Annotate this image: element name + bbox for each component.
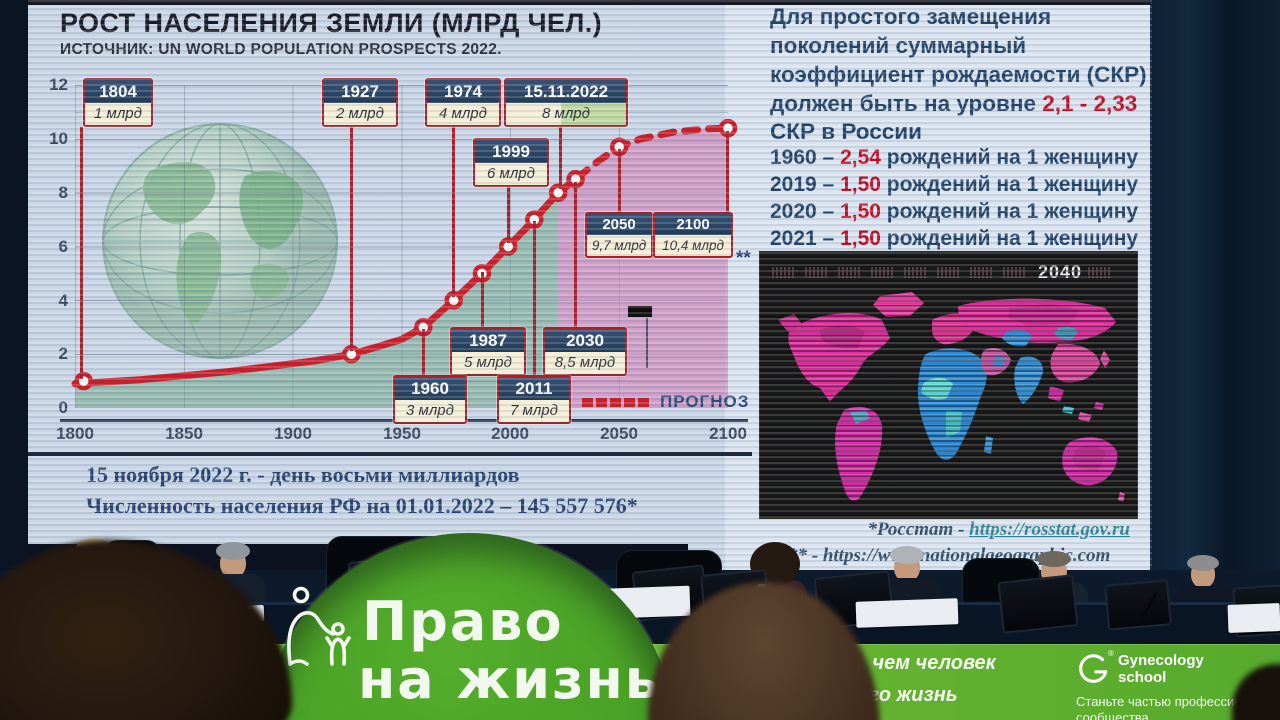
milestone-label-1960: 1960 3 млрд [393,375,467,424]
fertility-intro-line-4: должен быть на уровне 2,1 - 2,33 [770,91,1138,116]
connector-2030 [574,182,577,327]
connector-2050 [618,149,621,212]
fertility-row-1960: 1960 – 2,54 рождений на 1 женщину [770,146,1139,169]
panelist-2-hair [216,542,250,560]
x-axis-tick: 2100 [709,424,747,443]
panelist-5-hair [1037,551,1071,567]
logo-icon-adult-child [286,586,352,675]
slide-top-border [28,0,1152,5]
school-name: Gynecology school [1118,652,1204,686]
fertility-row-2021: 2021 – 1,50 рождений на 1 женщину [770,227,1139,250]
nameplate [855,598,959,628]
gynecology-school-icon [1076,652,1110,691]
connector-1960 [422,329,425,375]
y-axis-tick: 10 [49,129,68,148]
connector-2022 [559,127,562,189]
milestone-label-1804: 1804 1 млрд [83,78,153,127]
milestone-label-1999: 1999 6 млрд [473,138,549,187]
source-rosstat: *Росстат - https://rosstat.gov.ru [867,519,1130,540]
rosstat-link-text: https://rosstat.gov.ru [969,519,1130,540]
fertility-row-2020: 2020 – 1,50 рождений на 1 женщину [770,200,1139,223]
connector-1999 [507,185,510,243]
fertility-intro-line-1: Для простого замещения [770,4,1052,29]
forecast-dash-icon [582,397,593,407]
x-axis-tick: 1950 [383,424,421,443]
map-year-timeline: 2040 [772,262,1121,283]
milestone-label-2050: 2050 9,7 млрд [585,212,653,258]
cursor-artifact [628,306,652,317]
monitor [1104,579,1172,631]
footnote-line-2: Численность населения РФ на 01.01.2022 –… [86,493,638,518]
connector-2011 [533,221,536,375]
banner-slogan-line-1: ле, чем человек [838,652,996,674]
forecast-legend-label: ПРОГНОЗ [660,392,750,411]
double-star-marker: ** [736,248,751,269]
milestone-label-2100: 2100 10,4 млрд [653,212,733,258]
panelist-4-hair [890,546,924,564]
chart-title-units: (МЛРД ЧЕЛ.) [423,8,603,38]
faded-year-token [772,267,796,278]
nameplate [1227,603,1280,633]
school-subtitle-2: сообщества [1076,710,1149,720]
footnote-line-1: 15 ноября 2022 г. - день восьми миллиард… [86,462,520,487]
milestone-label-1974: 1974 4 млрд [425,78,501,127]
x-axis-tick: 2050 [600,424,638,443]
y-axis-tick: 8 [58,183,68,202]
connector-1974 [452,127,455,297]
logo-text-line1: Право [362,590,564,653]
y-axis-tick: 6 [58,237,68,256]
logo-text-line2: на жизнь [358,648,661,711]
world-map [760,252,1137,518]
y-axis-tick: 4 [58,291,68,310]
milestone-label-1927: 1927 2 млрд [322,78,398,127]
connector-2100 [726,131,729,212]
milestone-label-1987: 1987 5 млрд [450,327,526,376]
connector-1804 [80,127,83,379]
y-axis-tick: 0 [58,398,68,417]
fertility-heading: СКР в России [770,119,922,144]
panelist-6-hair [1187,555,1219,571]
registered-mark: ® [1108,649,1114,658]
x-axis-tick: 1800 [56,424,94,443]
monitor [997,574,1079,634]
milestone-label-2030: 2030 8,5 млрд [543,327,627,376]
chart-source: ИСТОЧНИК: UN WORLD POPULATION PROSPECTS … [60,41,502,58]
connector-1927 [350,127,353,351]
milestone-label-2011: 2011 7 млрд [497,375,571,424]
connector-1987 [481,272,484,327]
fertility-row-2019: 2019 – 1,50 рождений на 1 женщину [770,173,1139,196]
y-axis-tick: 12 [49,75,68,94]
cursor-artifact-line [646,318,648,368]
milestone-label-2022: 15.11.2022 8 млрд [504,78,628,127]
fertility-intro-line-3: коэффициент рождаемости (СКР) [770,62,1147,87]
page-title: РОСТ НАСЕЛЕНИЯ ЗЕМЛИ (МЛРД ЧЕЛ.) [60,8,602,39]
chart-title-text: РОСТ НАСЕЛЕНИЯ ЗЕМЛИ [60,8,424,38]
x-axis-tick: 1850 [165,424,203,443]
school-subtitle-1: Станьте частью профессиональ [1076,694,1271,709]
chart-bottom-rule [28,452,752,456]
x-axis-tick: 2000 [491,424,529,443]
y-axis-tick: 2 [58,344,68,363]
fertility-intro-line-2: поколений суммарный [770,33,1027,58]
x-axis-tick: 1900 [274,424,312,443]
fertility-target-value: 2,1 - 2,33 [1042,91,1138,116]
forecast-legend: ПРОГНОЗ [582,392,749,412]
map-year-2040: 2040 [1038,262,1083,282]
